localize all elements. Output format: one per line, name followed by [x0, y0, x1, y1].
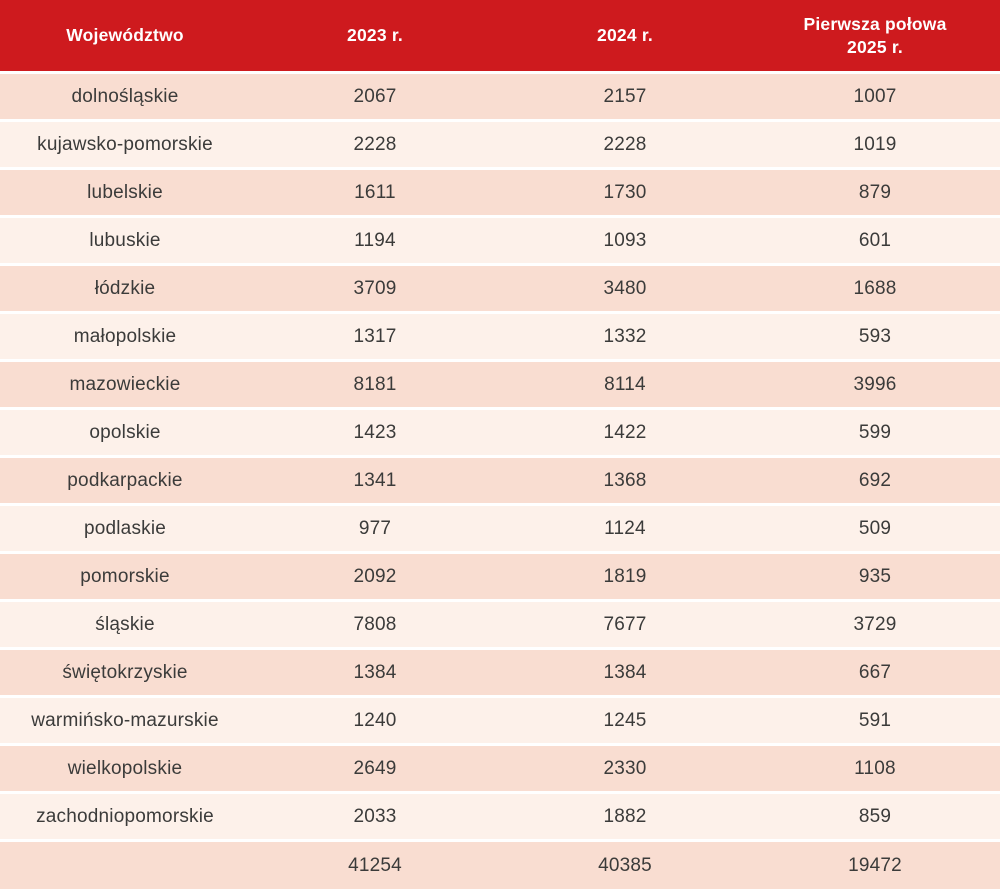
value-2024: 1422 — [603, 421, 647, 443]
value-2024: 1124 — [604, 517, 646, 539]
value-2024: 2157 — [603, 85, 647, 107]
value-2023: 1317 — [353, 325, 397, 347]
column-header-2023: 2023 r. — [347, 25, 403, 45]
table-header-row: Województwo 2023 r. 2024 r. Pierwsza poł… — [0, 0, 1000, 71]
value-2023: 1423 — [353, 421, 397, 443]
voivodeship-name: podkarpackie — [67, 469, 183, 491]
value-2024: 1882 — [603, 805, 647, 827]
value-h1-2025: 509 — [858, 517, 892, 539]
value-h1-2025: 1688 — [853, 277, 897, 299]
value-2023: 1384 — [353, 661, 397, 683]
value-2024: 1332 — [603, 325, 647, 347]
column-header-h1-2025: Pierwsza połowa 2025 r. — [750, 13, 1000, 59]
table-row: świętokrzyskie 1384 1384 667 — [0, 650, 1000, 695]
value-2023: 2228 — [353, 133, 397, 155]
table-total-row: 41254 40385 19472 — [0, 842, 1000, 889]
value-h1-2025: 591 — [858, 709, 892, 731]
table-row: lubuskie 1194 1093 601 — [0, 218, 1000, 263]
total-value-2023: 41254 — [348, 854, 402, 876]
value-2023: 2067 — [353, 85, 397, 107]
table-row: pomorskie 2092 1819 935 — [0, 554, 1000, 599]
value-2024: 1819 — [603, 565, 647, 587]
table-row: warmińsko-mazurskie 1240 1245 591 — [0, 698, 1000, 743]
table-row: wielkopolskie 2649 2330 1108 — [0, 746, 1000, 791]
total-value-h1-2025: 19472 — [848, 854, 902, 876]
voivodeship-name: małopolskie — [73, 325, 177, 347]
value-2024: 2330 — [603, 757, 647, 779]
value-2024: 1730 — [603, 181, 647, 203]
value-h1-2025: 692 — [858, 469, 892, 491]
value-h1-2025: 859 — [858, 805, 892, 827]
table-row: śląskie 7808 7677 3729 — [0, 602, 1000, 647]
voivodeship-name: wielkopolskie — [67, 757, 183, 779]
voivodeship-name: lubelskie — [87, 181, 163, 203]
value-2023: 7808 — [353, 613, 397, 635]
value-2023: 2649 — [353, 757, 397, 779]
table-row: mazowieckie 8181 8114 3996 — [0, 362, 1000, 407]
table-row: łódzkie 3709 3480 1688 — [0, 266, 1000, 311]
voivodeship-name: kujawsko-pomorskie — [37, 133, 213, 155]
voivodeship-name: świętokrzyskie — [62, 661, 188, 683]
value-2023: 1611 — [354, 181, 396, 203]
column-header-wojewodztwo: Województwo — [66, 25, 184, 45]
value-h1-2025: 593 — [858, 325, 892, 347]
voivodeship-name: lubuskie — [89, 229, 161, 251]
value-2023: 1341 — [353, 469, 397, 491]
voivodeship-name: łódzkie — [94, 277, 156, 299]
value-2024: 1245 — [603, 709, 647, 731]
value-2024: 8114 — [604, 373, 646, 395]
table-row: podlaskie 977 1124 509 — [0, 506, 1000, 551]
column-header-h1-2025-label: Pierwsza połowa 2025 r. — [803, 13, 947, 57]
value-2024: 7677 — [603, 613, 647, 635]
voivodeship-name: mazowieckie — [69, 373, 181, 395]
voivodeship-name: zachodniopomorskie — [36, 805, 214, 827]
value-h1-2025: 3729 — [853, 613, 897, 635]
voivodeship-name: opolskie — [89, 421, 161, 443]
value-2023: 2033 — [353, 805, 397, 827]
value-h1-2025: 1019 — [853, 133, 897, 155]
value-h1-2025: 879 — [858, 181, 892, 203]
value-h1-2025: 935 — [858, 565, 892, 587]
value-2023: 2092 — [353, 565, 397, 587]
table-row: dolnośląskie 2067 2157 1007 — [0, 74, 1000, 119]
voivodeship-name: śląskie — [95, 613, 155, 635]
value-h1-2025: 1007 — [853, 85, 897, 107]
table-row: zachodniopomorskie 2033 1882 859 — [0, 794, 1000, 839]
value-2023: 977 — [358, 517, 392, 539]
value-2024: 1093 — [603, 229, 647, 251]
total-value-2024: 40385 — [598, 854, 652, 876]
value-2023: 1240 — [353, 709, 397, 731]
voivodeship-name: dolnośląskie — [71, 85, 179, 107]
value-h1-2025: 667 — [858, 661, 892, 683]
table-row: kujawsko-pomorskie 2228 2228 1019 — [0, 122, 1000, 167]
voivodeship-name: podlaskie — [83, 517, 167, 539]
value-2024: 1368 — [603, 469, 647, 491]
value-h1-2025: 3996 — [853, 373, 897, 395]
value-2023: 1194 — [354, 229, 396, 251]
table-row: opolskie 1423 1422 599 — [0, 410, 1000, 455]
voivodeship-name: pomorskie — [80, 565, 170, 587]
table-row: małopolskie 1317 1332 593 — [0, 314, 1000, 359]
value-h1-2025: 601 — [858, 229, 892, 251]
table-row: lubelskie 1611 1730 879 — [0, 170, 1000, 215]
value-h1-2025: 1108 — [854, 757, 896, 779]
value-2024: 2228 — [603, 133, 647, 155]
table-row: podkarpackie 1341 1368 692 — [0, 458, 1000, 503]
value-2023: 3709 — [353, 277, 397, 299]
column-header-2024: 2024 r. — [597, 25, 653, 45]
value-h1-2025: 599 — [858, 421, 892, 443]
value-2024: 1384 — [603, 661, 647, 683]
value-2023: 8181 — [353, 373, 397, 395]
value-2024: 3480 — [603, 277, 647, 299]
voivodeship-name: warmińsko-mazurskie — [31, 709, 219, 731]
